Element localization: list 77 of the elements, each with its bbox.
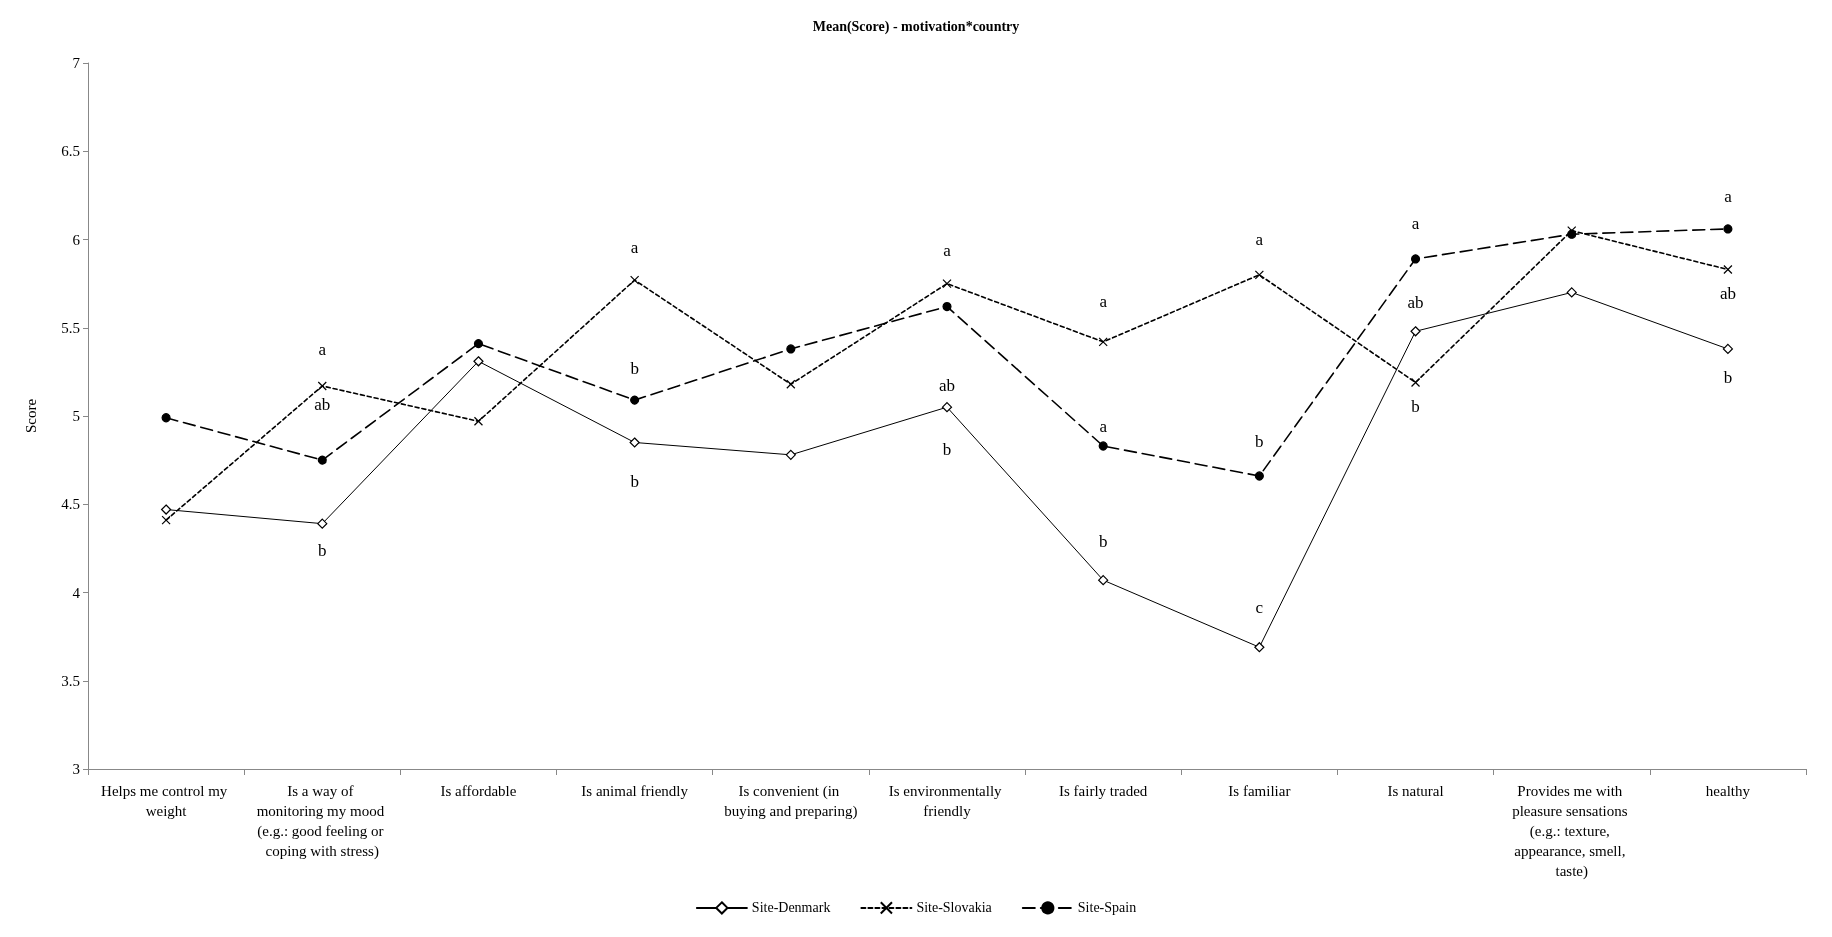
x-tick-label: Is environmentally friendly <box>888 783 1006 819</box>
annotation: a <box>943 241 952 261</box>
x-tick-label: Is fairly traded <box>1059 783 1148 799</box>
y-tick-label: 6.5 <box>61 143 80 160</box>
point <box>1723 264 1733 275</box>
x-tick-label: Is natural <box>1387 783 1444 799</box>
chart-title: Mean(Score) - motivation*country <box>812 18 1020 35</box>
x-tick-label: Helps me control my weight <box>101 783 232 819</box>
point <box>160 504 172 515</box>
point <box>1723 224 1733 234</box>
x-tick-label: Provides me with pleasure sensations (e.g.: texture, appearance, smell, taste) <box>1512 783 1632 880</box>
x-tick-label: Is convenient (in buying and preparing) <box>724 783 858 820</box>
annotation: a <box>1099 416 1108 436</box>
x-tick-label: Is a way of monitoring my mood (e.g.: good feeling or coping with stress) <box>256 783 388 860</box>
point <box>473 339 484 349</box>
annotation: b <box>630 358 639 378</box>
point <box>942 279 952 289</box>
point <box>1098 441 1108 451</box>
annotation: b <box>630 471 639 491</box>
point <box>1566 287 1577 298</box>
point <box>1254 471 1264 481</box>
point <box>629 437 640 448</box>
x-tick-label: healthy <box>1705 783 1751 799</box>
annotation: a <box>630 237 639 257</box>
legend-label: Site-Slovakia <box>916 900 993 916</box>
annotation: ab <box>938 375 956 395</box>
point <box>630 275 640 285</box>
point <box>1410 254 1421 264</box>
y-tick-label: 3.5 <box>61 672 80 689</box>
annotation: c <box>1255 597 1264 617</box>
annotation: a <box>318 340 327 360</box>
y-axis-title: Score <box>22 398 39 434</box>
annotation: a <box>1099 292 1108 312</box>
x-tick-label: Is familiar <box>1228 783 1291 799</box>
point <box>630 395 640 405</box>
y-tick-label: 4.5 <box>61 496 80 513</box>
point <box>785 449 796 460</box>
annotation: b <box>1098 531 1108 551</box>
point <box>317 518 328 529</box>
point <box>786 379 796 389</box>
annotation: b <box>942 439 952 459</box>
annotation: a <box>1255 230 1264 250</box>
point <box>1098 575 1109 586</box>
y-tick-label: 6 <box>72 231 81 248</box>
legend-label: Site-Spain <box>1077 900 1137 916</box>
point <box>1722 343 1734 355</box>
annotation: ab <box>1407 292 1424 312</box>
point <box>317 381 327 391</box>
annotation: a <box>1411 214 1420 234</box>
point <box>786 344 796 354</box>
point <box>161 515 171 525</box>
annotation: b <box>1255 431 1264 451</box>
point <box>1410 326 1421 337</box>
y-tick-label: 5 <box>72 408 80 424</box>
point <box>161 413 171 423</box>
annotation: b <box>1723 368 1733 388</box>
point <box>942 301 952 312</box>
point <box>1254 270 1264 280</box>
y-tick-label: 7 <box>72 55 81 71</box>
x-tick-label: Is animal friendly <box>581 783 689 799</box>
point <box>1254 642 1265 653</box>
point <box>1410 377 1421 388</box>
annotation: ab <box>1719 284 1736 304</box>
y-tick-label: 5.5 <box>61 319 80 336</box>
annotation: ab <box>314 394 331 414</box>
point <box>473 356 484 367</box>
point <box>473 416 484 426</box>
y-tick-label: 4 <box>72 584 81 601</box>
annotation: b <box>1411 396 1420 416</box>
y-tick-label: 3 <box>72 761 80 777</box>
legend-label: Site-Denmark <box>751 900 831 916</box>
annotation: a <box>1724 187 1733 207</box>
x-tick-label: Is affordable <box>440 783 517 799</box>
point <box>941 402 953 413</box>
point <box>1098 337 1108 347</box>
annotation: b <box>318 541 327 561</box>
point <box>317 455 327 465</box>
